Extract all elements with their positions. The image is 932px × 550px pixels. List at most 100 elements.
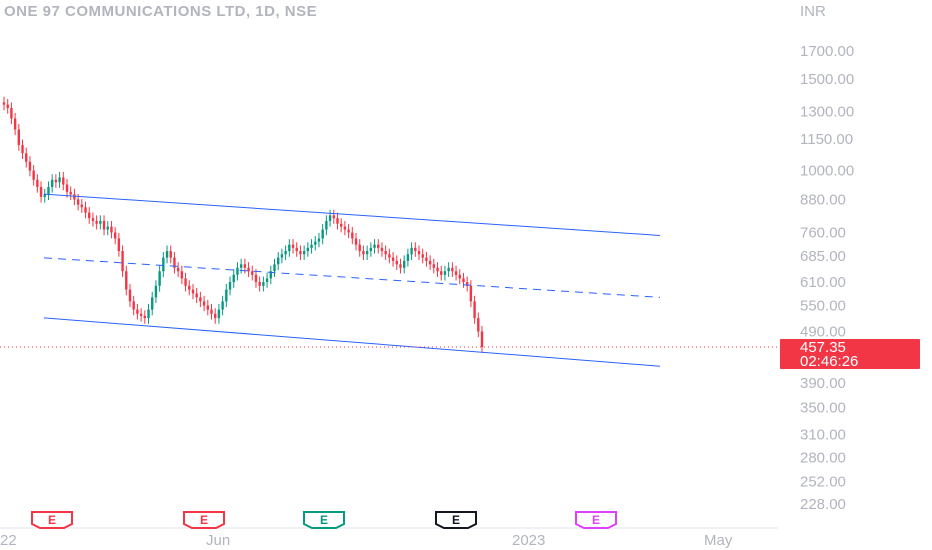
candle-body bbox=[17, 129, 21, 146]
candle-body bbox=[425, 257, 428, 261]
candle-body bbox=[88, 212, 91, 219]
candle-body bbox=[391, 257, 395, 261]
candle-body bbox=[310, 244, 313, 248]
candle-body bbox=[380, 247, 384, 252]
last-price-value: 457.35 bbox=[800, 339, 846, 356]
candle-body bbox=[39, 186, 43, 197]
candle-body bbox=[95, 220, 98, 224]
candle-body bbox=[265, 278, 269, 283]
candle-body bbox=[480, 331, 484, 348]
candle-body bbox=[54, 179, 58, 183]
bar-countdown: 02:46:26 bbox=[800, 353, 858, 370]
candle-body bbox=[236, 267, 239, 275]
candle-body bbox=[462, 278, 465, 283]
earnings-marker-shape bbox=[31, 511, 73, 529]
candle-body bbox=[247, 267, 250, 272]
candle-body bbox=[288, 244, 291, 252]
earnings-marker-label: E bbox=[320, 513, 328, 527]
candle-body bbox=[232, 274, 235, 283]
candle-body bbox=[195, 293, 198, 298]
candle-body bbox=[13, 118, 17, 130]
earnings-marker[interactable]: E bbox=[575, 511, 617, 529]
candle-body bbox=[302, 251, 306, 255]
candle-body bbox=[110, 226, 113, 233]
candle-body bbox=[165, 251, 169, 258]
candle-body bbox=[362, 251, 365, 255]
candle-body bbox=[414, 247, 417, 252]
earnings-marker-shape bbox=[575, 511, 617, 529]
earnings-marker[interactable]: E bbox=[31, 511, 73, 529]
candle-body bbox=[325, 220, 328, 230]
price-tick-label: 390.00 bbox=[800, 375, 846, 392]
price-axis[interactable]: INR 1700.00 1500.00 1300.00 1150.00 1000.00 88… bbox=[800, 3, 854, 513]
candle-body bbox=[184, 278, 187, 286]
earnings-marker[interactable]: E bbox=[435, 511, 477, 529]
candle-body bbox=[62, 177, 65, 185]
currency-label: INR bbox=[800, 3, 826, 20]
earnings-marker[interactable]: E bbox=[183, 511, 225, 529]
candle-body bbox=[428, 260, 432, 265]
candle-body bbox=[113, 232, 117, 239]
candle-body bbox=[451, 267, 454, 272]
candle-body bbox=[306, 247, 310, 252]
candle-body bbox=[221, 301, 224, 310]
price-tick-label: 1300.00 bbox=[800, 103, 854, 120]
candle-body bbox=[269, 271, 272, 279]
candle-body bbox=[377, 244, 380, 248]
candle-body bbox=[477, 318, 480, 332]
candle-body bbox=[106, 226, 109, 230]
candle-body bbox=[277, 257, 280, 265]
channel-upper-line bbox=[43, 193, 661, 236]
price-tick-label: 760.00 bbox=[800, 224, 846, 241]
price-tick-label: 252.00 bbox=[800, 473, 846, 490]
candle-body bbox=[151, 297, 154, 310]
channel-lower-line bbox=[43, 317, 661, 367]
earnings-marker-shape bbox=[435, 511, 477, 529]
price-tick-label: 1700.00 bbox=[800, 43, 854, 60]
candle-body bbox=[243, 264, 247, 268]
candle-body bbox=[347, 229, 350, 233]
candle-body bbox=[47, 186, 50, 195]
candle-body bbox=[454, 271, 458, 275]
price-tick-label: 310.00 bbox=[800, 427, 846, 444]
candle-body bbox=[343, 226, 347, 230]
candle-body bbox=[251, 271, 254, 275]
price-tick-label: 610.00 bbox=[800, 274, 846, 291]
price-tick-label: 280.00 bbox=[800, 450, 846, 467]
channel-middle-line bbox=[43, 257, 661, 298]
time-axis[interactable]: 22 Jun 2023 May bbox=[0, 527, 778, 549]
candle-body bbox=[447, 267, 450, 272]
candle-body bbox=[214, 313, 217, 319]
candle-body bbox=[73, 194, 76, 200]
candle-body bbox=[58, 177, 61, 183]
candle-body bbox=[314, 241, 317, 245]
last-price-badge bbox=[780, 339, 920, 370]
candle-body bbox=[373, 244, 376, 248]
time-tick-label: May bbox=[704, 532, 733, 549]
candle-body bbox=[395, 260, 398, 265]
candle-body bbox=[469, 285, 473, 302]
candle-body bbox=[410, 247, 413, 255]
price-tick-label: 490.00 bbox=[800, 323, 846, 340]
candle-body bbox=[339, 223, 343, 227]
candle-body bbox=[180, 271, 184, 279]
chart-title: ONE 97 COMMUNICATIONS LTD, 1D, NSE bbox=[4, 3, 318, 20]
candle-body bbox=[273, 264, 276, 272]
price-tick-label: 880.00 bbox=[800, 191, 846, 208]
time-tick-label: 2023 bbox=[512, 532, 545, 549]
earnings-marker-label: E bbox=[592, 513, 600, 527]
price-tick-label: 1000.00 bbox=[800, 163, 854, 180]
candle-body bbox=[369, 247, 373, 252]
candle-body bbox=[176, 267, 180, 272]
earnings-marker[interactable]: E bbox=[303, 511, 345, 529]
candle-body bbox=[50, 179, 54, 187]
candle-body bbox=[199, 297, 202, 302]
candle-body bbox=[132, 301, 135, 310]
price-tick-label: 550.00 bbox=[800, 297, 846, 314]
candle-body bbox=[351, 232, 354, 239]
price-tick-label: 228.00 bbox=[800, 496, 846, 513]
candle-body bbox=[139, 313, 143, 316]
candle-body bbox=[258, 282, 261, 286]
candle-body bbox=[32, 170, 35, 180]
